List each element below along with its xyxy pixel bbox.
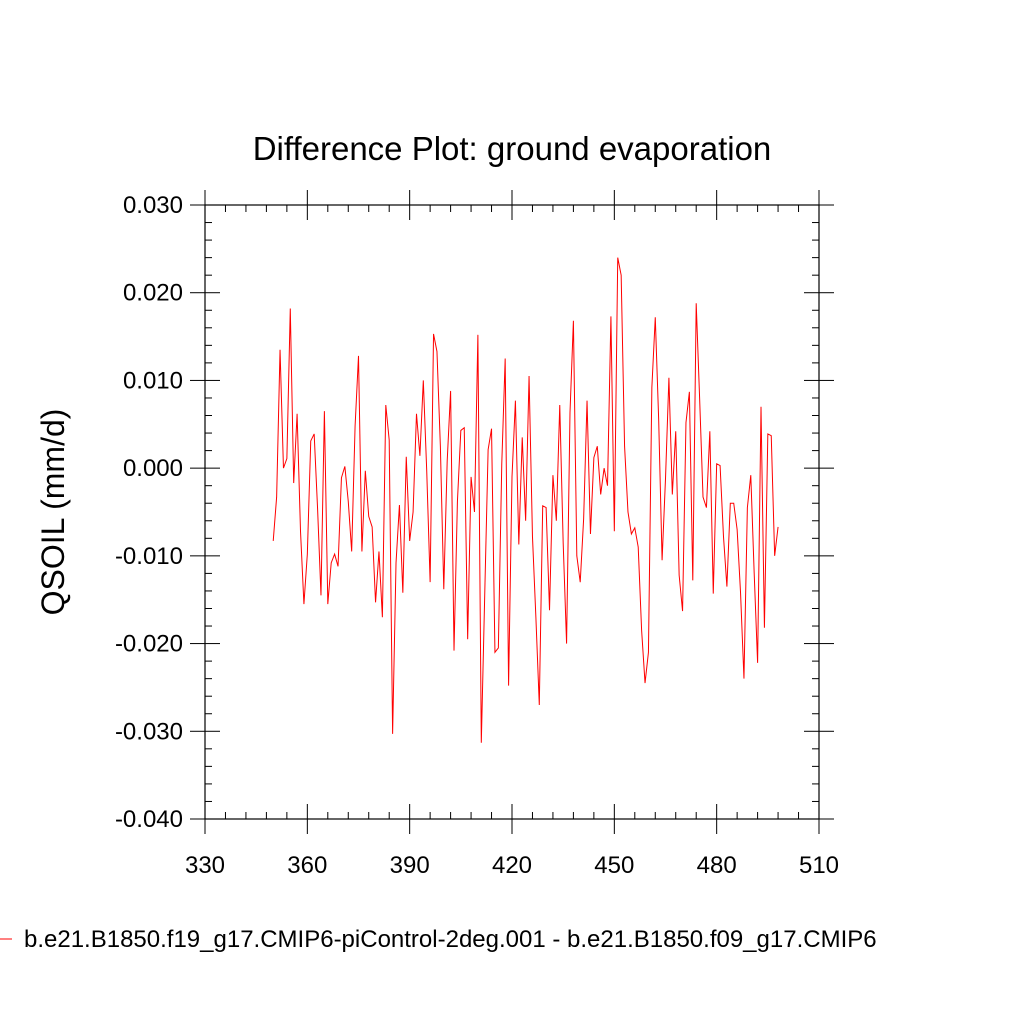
y-tick-label: 0.010 <box>123 367 183 394</box>
y-axis: -0.040 -0.030 -0.020 -0.010 0.000 0.010 0.020 0… <box>115 192 834 833</box>
x-tick-label: 510 <box>799 852 839 879</box>
x-tick-label: 420 <box>492 852 532 879</box>
y-tick-label: 0.000 <box>123 455 183 482</box>
y-axis-label: QSOIL (mm/d) <box>35 409 71 616</box>
y-tick-label: -0.030 <box>115 718 183 745</box>
y-tick-label: -0.010 <box>115 543 183 570</box>
x-axis: 330 360 390 420 450 480 510 <box>185 190 839 879</box>
legend-label: b.e21.B1850.f19_g17.CMIP6-piControl-2deg… <box>24 926 877 953</box>
x-tick-label: 450 <box>594 852 634 879</box>
plot-frame <box>204 204 820 820</box>
y-tick-label: -0.020 <box>115 631 183 658</box>
x-tick-label: 360 <box>287 852 327 879</box>
x-tick-label: 480 <box>697 852 737 879</box>
y-tick-label: -0.040 <box>115 806 183 833</box>
x-tick-label: 330 <box>185 852 225 879</box>
x-tick-label: 390 <box>390 852 430 879</box>
y-tick-label: 0.020 <box>123 280 183 307</box>
y-tick-label: 0.030 <box>123 192 183 219</box>
chart-title: Difference Plot: ground evaporation <box>253 130 772 167</box>
series-line <box>272 257 779 743</box>
